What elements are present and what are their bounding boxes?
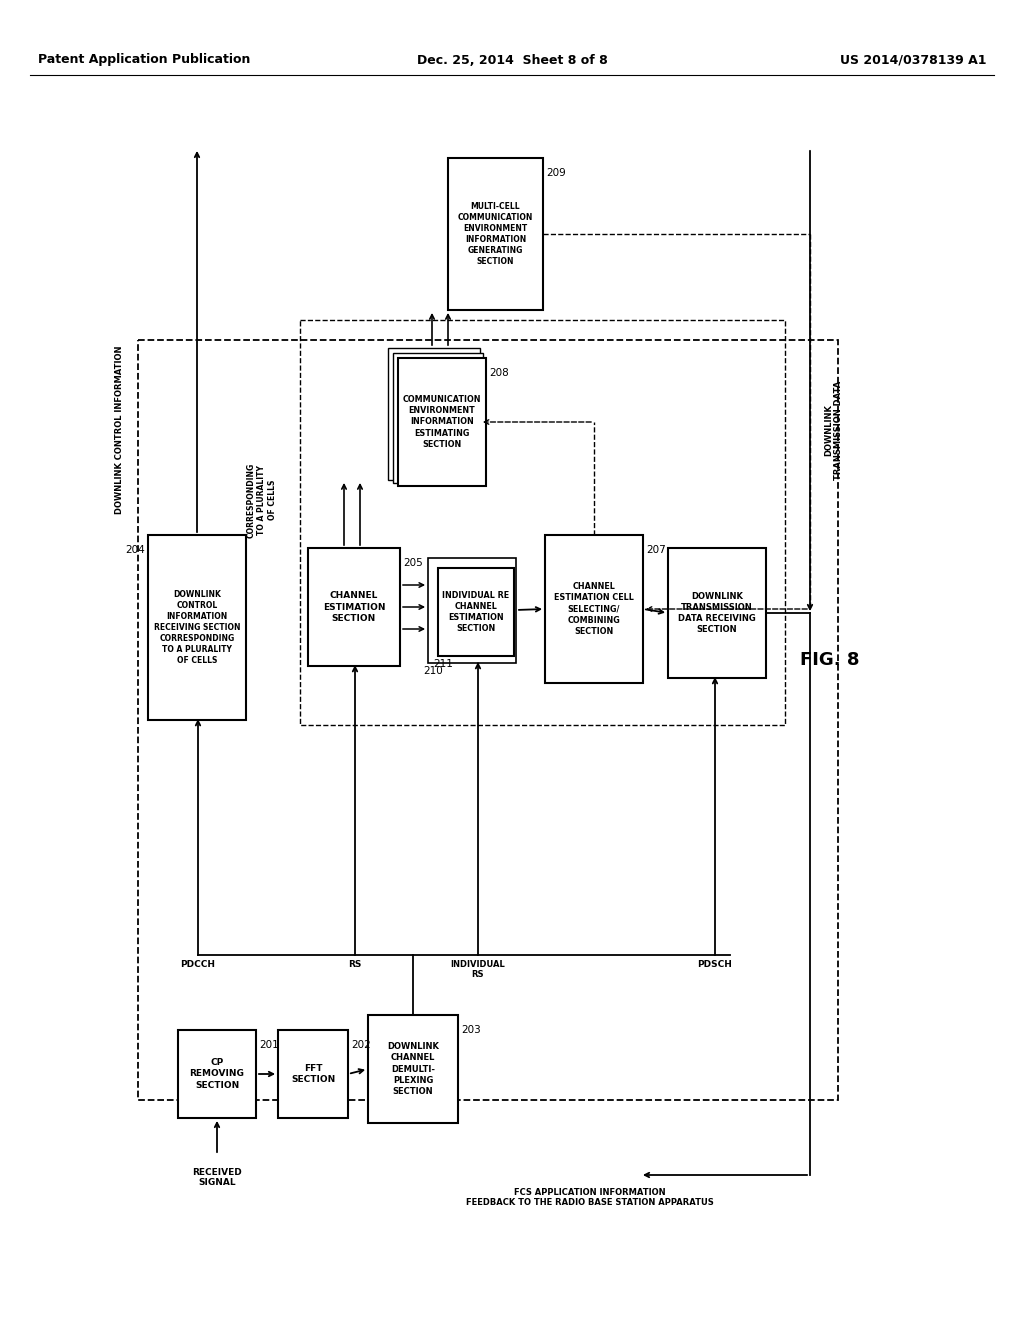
Bar [278, 1030, 348, 1118]
Text: 205: 205 [403, 558, 423, 568]
Text: COMMUNICATION
ENVIRONMENT
INFORMATION
ESTIMATING
SECTION: COMMUNICATION ENVIRONMENT INFORMATION ES… [402, 395, 481, 449]
Bar [388, 348, 480, 480]
Text: FCS APPLICATION INFORMATION
FEEDBACK TO THE RADIO BASE STATION APPARATUS: FCS APPLICATION INFORMATION FEEDBACK TO … [466, 1188, 714, 1208]
Text: CHANNEL
ESTIMATION CELL
SELECTING/
COMBINING
SECTION: CHANNEL ESTIMATION CELL SELECTING/ COMBI… [554, 582, 634, 636]
Bar [545, 535, 643, 682]
Bar [438, 568, 514, 656]
Text: 201: 201 [259, 1040, 279, 1049]
Text: 211: 211 [433, 659, 453, 669]
Text: DOWNLINK
TRANSMISSION
DATA RECEIVING
SECTION: DOWNLINK TRANSMISSION DATA RECEIVING SEC… [678, 591, 756, 634]
Text: US 2014/0378139 A1: US 2014/0378139 A1 [840, 54, 986, 66]
Text: CORRESPONDING
TO A PLURALITY
OF CELLS: CORRESPONDING TO A PLURALITY OF CELLS [247, 462, 276, 537]
Bar [449, 158, 543, 310]
Bar [300, 319, 785, 725]
Text: Dec. 25, 2014  Sheet 8 of 8: Dec. 25, 2014 Sheet 8 of 8 [417, 54, 607, 66]
Text: Patent Application Publication: Patent Application Publication [38, 54, 251, 66]
Text: 208: 208 [489, 368, 509, 378]
Text: RS: RS [348, 960, 361, 969]
Bar [308, 548, 400, 667]
Bar [178, 1030, 256, 1118]
Text: 207: 207 [646, 545, 666, 554]
Text: CP
REMOVING
SECTION: CP REMOVING SECTION [189, 1059, 245, 1089]
Text: RECEIVED
SIGNAL: RECEIVED SIGNAL [193, 1168, 242, 1188]
Bar [138, 341, 838, 1100]
Text: INDIVIDUAL
RS: INDIVIDUAL RS [451, 960, 506, 979]
Text: 202: 202 [351, 1040, 371, 1049]
Bar [668, 548, 766, 678]
Text: FIG. 8: FIG. 8 [800, 651, 860, 669]
Bar [398, 358, 486, 486]
Text: DOWNLINK CONTROL INFORMATION: DOWNLINK CONTROL INFORMATION [116, 346, 125, 515]
Bar [148, 535, 246, 719]
Text: 210: 210 [423, 667, 442, 676]
Text: 204: 204 [125, 545, 145, 554]
Text: PDSCH: PDSCH [697, 960, 732, 969]
Text: CHANNEL
ESTIMATION
SECTION: CHANNEL ESTIMATION SECTION [323, 591, 385, 623]
Bar [393, 352, 483, 483]
Text: INDIVIDUAL RE
CHANNEL
ESTIMATION
SECTION: INDIVIDUAL RE CHANNEL ESTIMATION SECTION [442, 591, 510, 634]
Text: 209: 209 [546, 168, 565, 178]
Bar [428, 558, 516, 663]
Text: FFT
SECTION: FFT SECTION [291, 1064, 335, 1084]
Text: 203: 203 [461, 1026, 480, 1035]
Bar [368, 1015, 458, 1123]
Text: PDCCH: PDCCH [180, 960, 215, 969]
Text: DOWNLINK
TRANSMISSION DATA: DOWNLINK TRANSMISSION DATA [824, 380, 844, 479]
Text: DOWNLINK
CONTROL
INFORMATION
RECEIVING SECTION
CORRESPONDING
TO A PLURALITY
OF C: DOWNLINK CONTROL INFORMATION RECEIVING S… [154, 590, 241, 665]
Text: DOWNLINK
CHANNEL
DEMULTI-
PLEXING
SECTION: DOWNLINK CHANNEL DEMULTI- PLEXING SECTIO… [387, 1043, 439, 1096]
Text: MULTI-CELL
COMMUNICATION
ENVIRONMENT
INFORMATION
GENERATING
SECTION: MULTI-CELL COMMUNICATION ENVIRONMENT INF… [458, 202, 534, 267]
